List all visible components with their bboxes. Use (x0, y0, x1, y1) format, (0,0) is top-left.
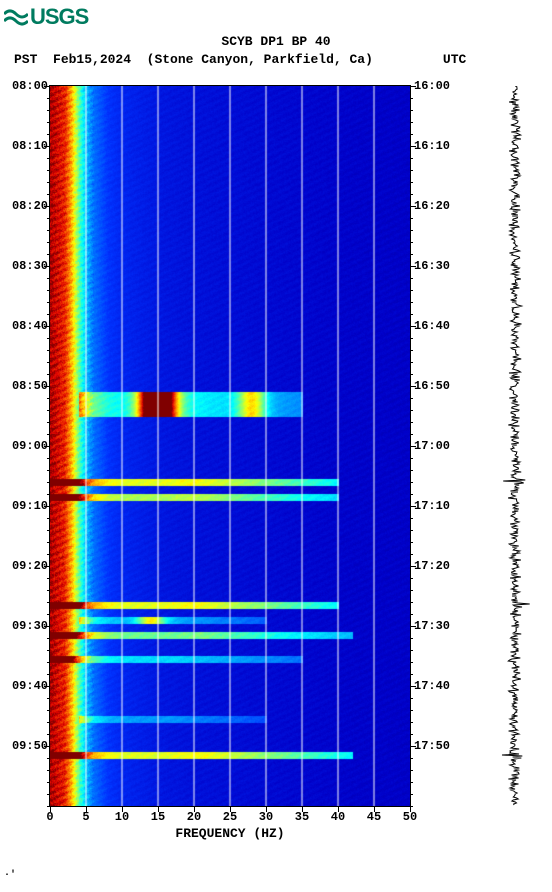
y-tick-label-left: 08:10 (2, 139, 48, 153)
right-tz-label: UTC (443, 52, 466, 67)
x-axis-label: FREQUENCY (HZ) (50, 826, 410, 841)
y-tick-label-right: 17:10 (414, 499, 460, 513)
y-tick-label-left: 08:30 (2, 259, 48, 273)
x-tick-label: 10 (112, 810, 132, 824)
y-tick-label-left: 08:50 (2, 379, 48, 393)
left-tz-label: PST (14, 52, 37, 67)
y-tick-label-left: 08:00 (2, 79, 48, 93)
x-tick-label: 15 (148, 810, 168, 824)
waveform-trace (490, 86, 540, 806)
y-tick-label-right: 17:40 (414, 679, 460, 693)
x-tick-label: 30 (256, 810, 276, 824)
y-tick-label-left: 09:40 (2, 679, 48, 693)
y-tick-label-right: 17:30 (414, 619, 460, 633)
usgs-wave-icon (4, 6, 28, 28)
y-tick-label-left: 09:20 (2, 559, 48, 573)
y-tick-label-right: 17:20 (414, 559, 460, 573)
y-tick-label-right: 16:00 (414, 79, 460, 93)
x-tick-label: 35 (292, 810, 312, 824)
x-tick-label: 45 (364, 810, 384, 824)
y-tick-label-left: 08:40 (2, 319, 48, 333)
y-tick-label-left: 09:30 (2, 619, 48, 633)
x-tick-label: 5 (76, 810, 96, 824)
y-tick-label-right: 17:00 (414, 439, 460, 453)
usgs-logo-text: USGS (30, 4, 88, 30)
y-tick-label-right: 16:50 (414, 379, 460, 393)
y-tick-label-right: 17:50 (414, 739, 460, 753)
plot-title: SCYB DP1 BP 40 (0, 34, 552, 49)
x-tick-label: 50 (400, 810, 420, 824)
y-tick-label-left: 09:50 (2, 739, 48, 753)
y-tick-label-left: 09:10 (2, 499, 48, 513)
x-tick-label: 0 (40, 810, 60, 824)
x-tick-label: 20 (184, 810, 204, 824)
x-tick-label: 40 (328, 810, 348, 824)
plot-subtitle: PST Feb15,2024 (Stone Canyon, Parkfield,… (14, 52, 534, 67)
y-tick-label-right: 16:20 (414, 199, 460, 213)
y-tick-label-right: 16:30 (414, 259, 460, 273)
x-tick-label: 25 (220, 810, 240, 824)
y-tick-label-left: 09:00 (2, 439, 48, 453)
station-label: (Stone Canyon, Parkfield, Ca) (147, 52, 373, 67)
spectrogram-canvas (50, 86, 410, 806)
date-label: Feb15,2024 (53, 52, 131, 67)
usgs-logo: USGS (4, 4, 88, 30)
y-tick-label-left: 08:20 (2, 199, 48, 213)
y-tick-label-right: 16:10 (414, 139, 460, 153)
y-tick-label-right: 16:40 (414, 319, 460, 333)
footer-mark: ·' (4, 870, 16, 881)
